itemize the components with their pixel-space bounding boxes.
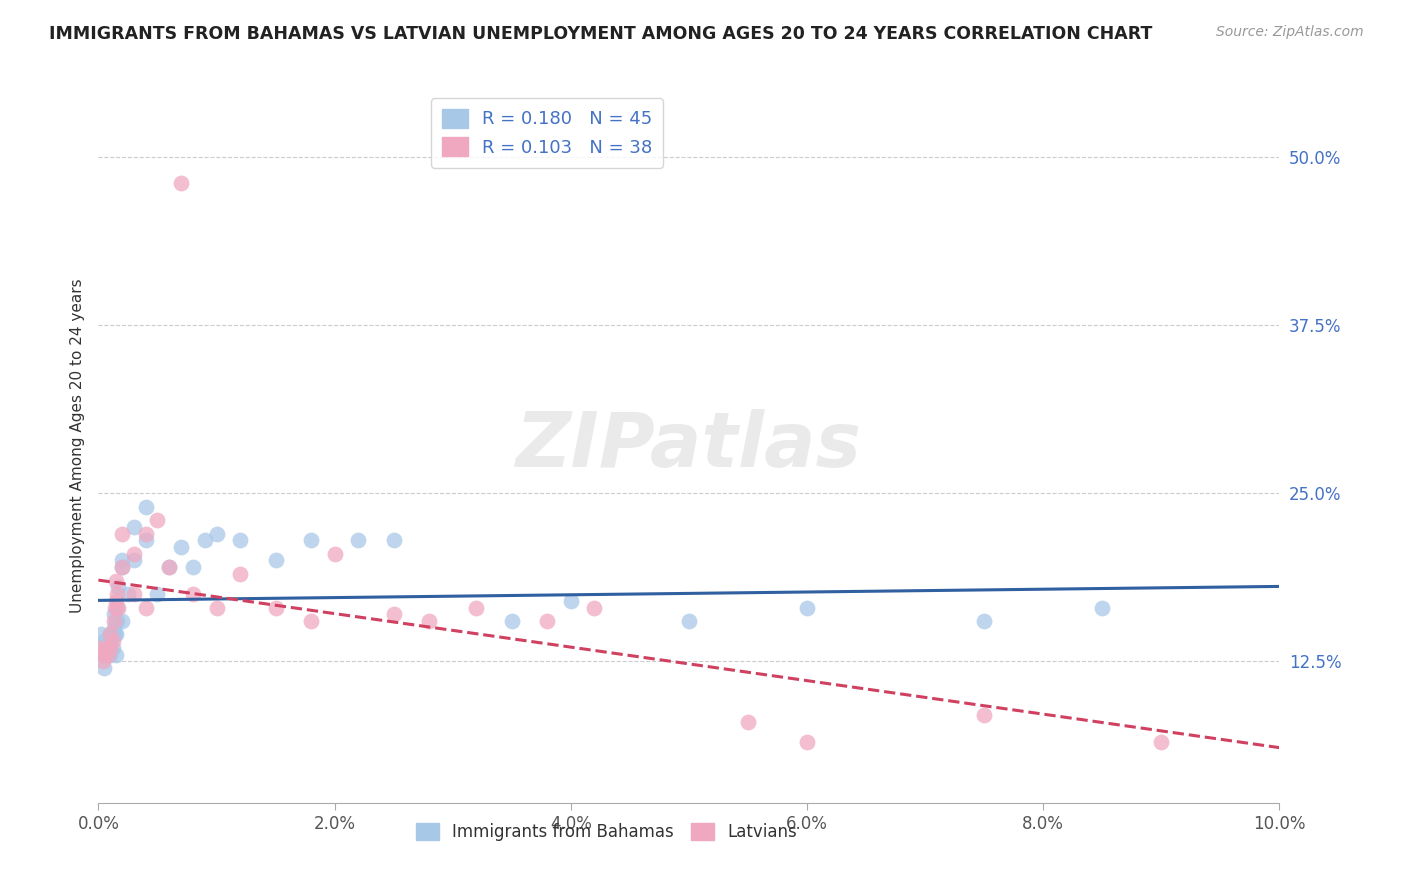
Point [157, 560, 180, 574]
Point [1150, 735, 1173, 749]
Point [111, 526, 134, 541]
Text: Source: ZipAtlas.com: Source: ZipAtlas.com [1216, 25, 1364, 39]
Point [111, 560, 134, 574]
Point [111, 614, 134, 628]
Point [135, 533, 157, 548]
Point [98, 627, 121, 641]
Point [117, 587, 139, 601]
Point [101, 640, 124, 655]
Y-axis label: Unemployment Among Ages 20 to 24 years: Unemployment Among Ages 20 to 24 years [69, 278, 84, 614]
Point [101, 627, 124, 641]
Point [135, 600, 157, 615]
Point [501, 614, 523, 628]
Point [103, 614, 125, 628]
Point [90, 627, 112, 641]
Point [170, 177, 193, 191]
Point [103, 607, 125, 622]
Point [122, 547, 145, 561]
Point [205, 526, 228, 541]
Point [796, 600, 818, 615]
Point [98, 640, 121, 655]
Point [157, 560, 180, 574]
Point [97, 648, 120, 662]
Point [97, 648, 120, 662]
Point [299, 614, 322, 628]
Point [146, 513, 169, 527]
Point [104, 627, 127, 641]
Point [583, 600, 606, 615]
Text: ZIPatlas: ZIPatlas [516, 409, 862, 483]
Point [678, 614, 700, 628]
Point [122, 587, 145, 601]
Point [105, 594, 128, 608]
Point [105, 627, 128, 641]
Point [98, 627, 121, 641]
Point [973, 708, 995, 723]
Point [111, 553, 134, 567]
Point [105, 614, 128, 628]
Point [107, 580, 129, 594]
Point [135, 500, 157, 514]
Point [560, 594, 582, 608]
Point [122, 553, 145, 567]
Point [229, 566, 252, 581]
Point [98, 648, 121, 662]
Point [347, 533, 370, 548]
Point [796, 735, 818, 749]
Point [93, 661, 115, 675]
Point [135, 526, 157, 541]
Point [94, 640, 117, 655]
Point [90, 640, 112, 655]
Point [1091, 600, 1114, 615]
Point [205, 600, 228, 615]
Point [105, 648, 128, 662]
Point [101, 634, 124, 648]
Point [94, 640, 117, 655]
Point [93, 634, 115, 648]
Point [170, 540, 193, 554]
Point [105, 600, 128, 615]
Point [382, 607, 405, 622]
Point [536, 614, 558, 628]
Point [93, 648, 115, 662]
Text: IMMIGRANTS FROM BAHAMAS VS LATVIAN UNEMPLOYMENT AMONG AGES 20 TO 24 YEARS CORREL: IMMIGRANTS FROM BAHAMAS VS LATVIAN UNEMP… [49, 25, 1153, 43]
Point [98, 634, 121, 648]
Point [382, 533, 405, 548]
Point [107, 600, 129, 615]
Point [323, 547, 346, 561]
Point [264, 600, 287, 615]
Point [91, 655, 114, 669]
Point [465, 600, 488, 615]
Point [103, 621, 125, 635]
Point [105, 574, 128, 588]
Point [146, 587, 169, 601]
Point [111, 560, 134, 574]
Point [105, 614, 128, 628]
Legend: Immigrants from Bahamas, Latvians: Immigrants from Bahamas, Latvians [409, 816, 804, 848]
Point [737, 714, 759, 729]
Point [91, 648, 114, 662]
Point [122, 520, 145, 534]
Point [181, 560, 204, 574]
Point [973, 614, 995, 628]
Point [264, 553, 287, 567]
Point [181, 587, 204, 601]
Point [229, 533, 252, 548]
Point [105, 587, 128, 601]
Point [194, 533, 217, 548]
Point [299, 533, 322, 548]
Point [104, 600, 127, 615]
Point [418, 614, 440, 628]
